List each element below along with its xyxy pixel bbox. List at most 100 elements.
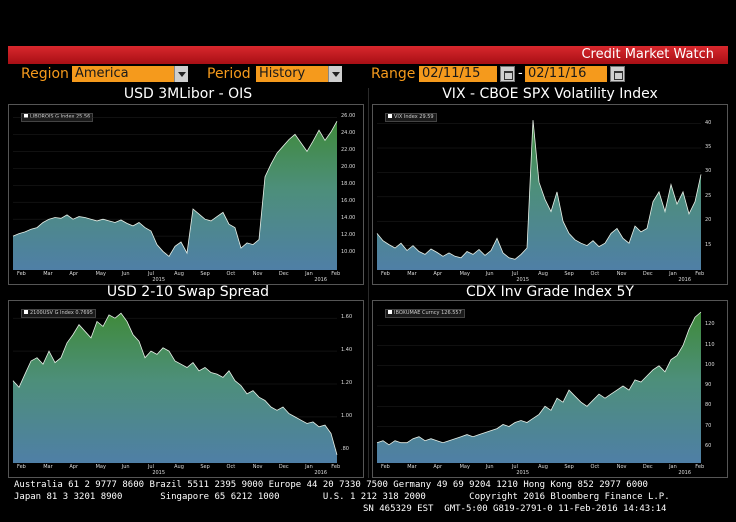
x-tick-label: Aug bbox=[538, 464, 548, 470]
series-line bbox=[12, 121, 338, 258]
year-label: 2016 bbox=[678, 277, 692, 283]
start-date-field[interactable]: 02/11/15 bbox=[419, 66, 497, 82]
calendar-icon[interactable] bbox=[610, 66, 625, 82]
chart-legend: VIX Index 29.59 bbox=[385, 113, 437, 122]
y-tick-label: 1.20 bbox=[341, 380, 353, 386]
app-title: Credit Market Watch bbox=[581, 47, 714, 62]
chart-plot bbox=[376, 311, 702, 463]
y-tick-label: 110 bbox=[705, 341, 715, 348]
region-dropdown[interactable]: America bbox=[72, 66, 188, 82]
x-tick-label: Feb bbox=[695, 271, 705, 277]
x-tick-label: Jul bbox=[511, 464, 518, 470]
y-tick-label: 22.00 bbox=[341, 147, 356, 154]
y-tick-label: 26.00 bbox=[341, 113, 356, 120]
x-tick-label: Nov bbox=[616, 271, 627, 277]
x-tick-label: Jul bbox=[147, 271, 154, 277]
y-tick-label: 40 bbox=[705, 119, 712, 126]
x-tick-label: Jul bbox=[511, 271, 518, 277]
x-tick-label: Jun bbox=[485, 271, 494, 277]
y-tick-label: 90 bbox=[705, 382, 712, 389]
period-dropdown[interactable]: History bbox=[256, 66, 342, 82]
y-tick-label: 1.60 bbox=[341, 314, 353, 321]
x-tick-label: Nov bbox=[252, 464, 263, 470]
x-tick-label: May bbox=[459, 464, 470, 470]
x-tick-label: Oct bbox=[226, 464, 236, 470]
x-tick-label: Oct bbox=[590, 271, 600, 277]
region-label: Region bbox=[21, 66, 69, 82]
range-label: Range bbox=[371, 66, 416, 82]
y-tick-label: 20 bbox=[705, 217, 712, 224]
x-tick-label: Sep bbox=[564, 464, 574, 470]
chart-title-libor-ois: USD 3MLibor - OIS bbox=[123, 86, 253, 102]
y-tick-label: 16.00 bbox=[341, 198, 356, 205]
series-area bbox=[377, 312, 701, 463]
y-tick-label: 14.00 bbox=[341, 215, 356, 222]
chart-legend: IBOXUMAE Curncy 126.557 bbox=[385, 309, 465, 318]
y-tick-label: 25 bbox=[705, 192, 712, 199]
x-tick-label: Jan bbox=[669, 464, 677, 470]
panel-divider bbox=[368, 88, 369, 478]
x-tick-label: Mar bbox=[407, 464, 417, 470]
chart-vix[interactable]: VIX Index 29.59 15 20 25 30 35 40 Feb Mar Apr May… bbox=[372, 104, 728, 285]
year-label: 2015 bbox=[516, 470, 530, 476]
y-tick-label: 12.00 bbox=[341, 232, 356, 239]
x-tick-label: Mar bbox=[407, 271, 417, 277]
x-tick-label: May bbox=[459, 271, 470, 277]
x-tick-label: Aug bbox=[174, 271, 184, 277]
x-tick-label: Aug bbox=[174, 464, 184, 470]
footer-contacts-line-1: Australia 61 2 9777 8600 Brazil 5511 239… bbox=[14, 480, 648, 490]
footer-contacts-line-2: Japan 81 3 3201 8900 Singapore 65 6212 1… bbox=[14, 492, 670, 502]
range-separator: - bbox=[518, 66, 523, 81]
chart-legend: 2100USV G Index 0.7695 bbox=[21, 309, 96, 318]
x-tick-label: Nov bbox=[616, 464, 627, 470]
y-tick-label: 100 bbox=[705, 361, 715, 368]
x-tick-label: Mar bbox=[43, 271, 53, 277]
app-titlebar: Credit Market Watch bbox=[8, 46, 728, 64]
year-label: 2015 bbox=[516, 277, 530, 283]
chart-swap-spread[interactable]: 2100USV G Index 0.7695 .80 1.00 1.20 1.40 1.… bbox=[8, 300, 364, 478]
x-tick-label: Jan bbox=[305, 271, 313, 277]
x-tick-label: Jun bbox=[121, 464, 130, 470]
x-tick-label: Jan bbox=[305, 464, 313, 470]
end-date-field[interactable]: 02/11/16 bbox=[525, 66, 607, 82]
series-area bbox=[13, 313, 337, 463]
y-tick-label: .80 bbox=[341, 445, 349, 452]
chart-plot bbox=[12, 312, 338, 463]
chart-title-swap-spread: USD 2-10 Swap Spread bbox=[106, 284, 270, 300]
chart-plot bbox=[12, 117, 338, 270]
x-tick-label: Oct bbox=[590, 464, 600, 470]
x-tick-label: Feb bbox=[17, 271, 26, 277]
period-label: Period bbox=[207, 66, 251, 82]
year-label: 2015 bbox=[152, 277, 166, 283]
year-label: 2015 bbox=[152, 470, 166, 476]
y-tick-label: 10.00 bbox=[341, 249, 356, 256]
x-tick-label: Mar bbox=[43, 464, 53, 470]
y-tick-label: 30 bbox=[705, 168, 712, 175]
x-tick-label: May bbox=[95, 464, 106, 470]
chart-libor-ois[interactable]: LIBOROIS G Index 25.56 10.00 12.00 14.00 16… bbox=[8, 104, 364, 285]
y-tick-label: 35 bbox=[705, 144, 712, 151]
x-tick-label: Sep bbox=[200, 271, 210, 277]
x-tick-label: Dec bbox=[642, 464, 653, 470]
calendar-icon[interactable] bbox=[500, 66, 515, 82]
x-tick-label: Dec bbox=[278, 464, 289, 470]
chevron-down-icon[interactable] bbox=[328, 66, 342, 82]
year-label: 2016 bbox=[678, 470, 692, 476]
x-tick-label: Jun bbox=[485, 464, 494, 470]
y-tick-label: 1.00 bbox=[341, 412, 353, 419]
y-tick-label: 18.00 bbox=[341, 181, 356, 188]
series-line bbox=[376, 311, 702, 446]
x-tick-label: Nov bbox=[252, 271, 263, 277]
chart-cdx[interactable]: IBOXUMAE Curncy 126.557 60 70 80 90 100 110 12… bbox=[372, 300, 728, 478]
x-tick-label: Apr bbox=[69, 464, 79, 470]
y-tick-label: 120 bbox=[705, 321, 715, 328]
chevron-down-icon[interactable] bbox=[174, 66, 188, 82]
y-tick-label: 70 bbox=[705, 422, 712, 429]
series-area bbox=[377, 120, 701, 270]
x-tick-label: Feb bbox=[695, 464, 705, 470]
x-tick-label: Apr bbox=[433, 271, 443, 277]
y-tick-label: 1.40 bbox=[341, 347, 353, 354]
x-tick-label: Jan bbox=[669, 271, 677, 277]
series-line bbox=[376, 120, 702, 260]
x-tick-label: Apr bbox=[433, 464, 443, 470]
